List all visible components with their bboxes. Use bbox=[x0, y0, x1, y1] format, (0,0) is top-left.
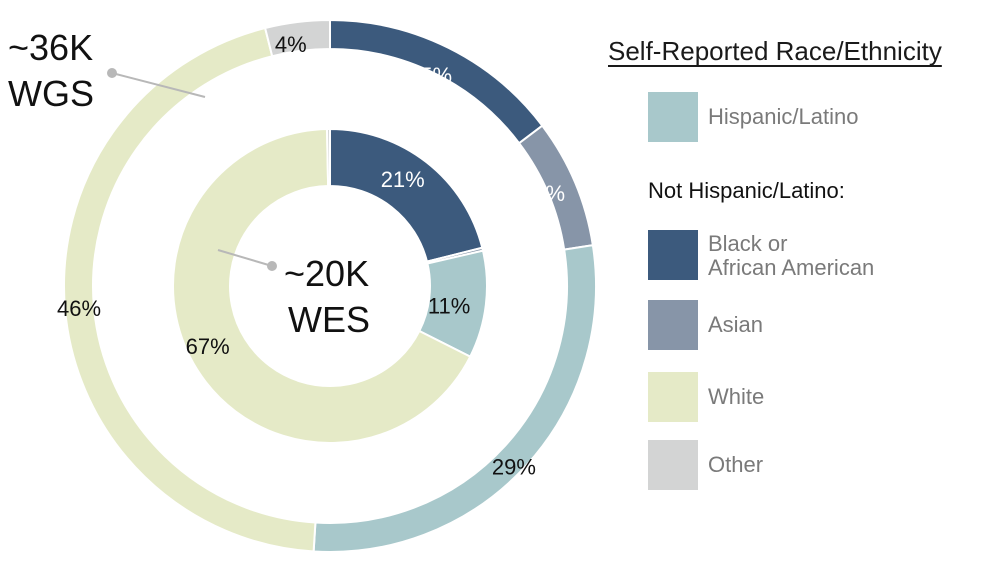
legend-swatch-white bbox=[648, 372, 698, 422]
inner-slice-other bbox=[326, 127, 331, 188]
wgs-leader-dot bbox=[107, 68, 117, 78]
outer-label-hispanic: 29% bbox=[492, 454, 536, 479]
inner-ring-wes bbox=[172, 127, 488, 444]
legend-swatch-black bbox=[648, 230, 698, 280]
outer-ring-wgs bbox=[63, 18, 597, 553]
legend-swatch-asian bbox=[648, 300, 698, 350]
legend-item-other: Other bbox=[648, 440, 1000, 492]
outer-label-white: 46% bbox=[57, 296, 101, 321]
inner-slice-white bbox=[172, 128, 472, 444]
legend: Self-Reported Race/Ethnicity Not Hispani… bbox=[608, 0, 1000, 576]
outer-label-other: 4% bbox=[275, 32, 307, 57]
legend-item-asian: Asian bbox=[648, 300, 1000, 352]
outer-label-asian: 8% bbox=[533, 181, 565, 206]
legend-label-other: Other bbox=[708, 452, 764, 477]
wes-leader-dot bbox=[267, 261, 277, 271]
inner-label-black: 21% bbox=[381, 167, 425, 192]
wes-count-label: ~20K bbox=[284, 253, 369, 294]
legend-swatch-hispanic bbox=[648, 92, 698, 142]
wgs-count-label: ~36K bbox=[8, 27, 93, 68]
donut-chart: 15% 8% 29% 46% 4% 21% 11% 67% ~36K WGS ~20K WES bbox=[8, 18, 597, 553]
legend-label-white: White bbox=[708, 384, 765, 409]
legend-label-black: Black or African American bbox=[708, 231, 875, 280]
legend-item-black: Black or African American bbox=[648, 230, 1000, 282]
legend-item-hispanic: Hispanic/Latino bbox=[648, 92, 1000, 144]
legend-label-asian: Asian bbox=[708, 312, 764, 337]
inner-label-hispanic: 11% bbox=[428, 293, 470, 318]
outer-slice-other bbox=[263, 18, 331, 58]
wgs-type-label: WGS bbox=[8, 73, 94, 114]
inner-slice-black bbox=[329, 127, 484, 263]
series-callouts: ~36K WGS ~20K WES bbox=[8, 27, 370, 340]
wes-leader-line bbox=[217, 249, 273, 267]
outer-label-black: 15% bbox=[408, 63, 452, 88]
slice-labels: 15% 8% 29% 46% 4% 21% 11% 67% bbox=[57, 32, 565, 480]
wes-type-label: WES bbox=[288, 299, 370, 340]
legend-title: Self-Reported Race/Ethnicity bbox=[608, 36, 942, 66]
legend-item-white: White bbox=[648, 372, 1000, 424]
inner-label-white: 67% bbox=[186, 334, 230, 359]
wgs-leader-line bbox=[111, 72, 206, 98]
legend-swatch-other bbox=[648, 440, 698, 490]
legend-label-hispanic: Hispanic/Latino bbox=[708, 104, 859, 129]
legend-subheading: Not Hispanic/Latino: bbox=[648, 178, 845, 203]
